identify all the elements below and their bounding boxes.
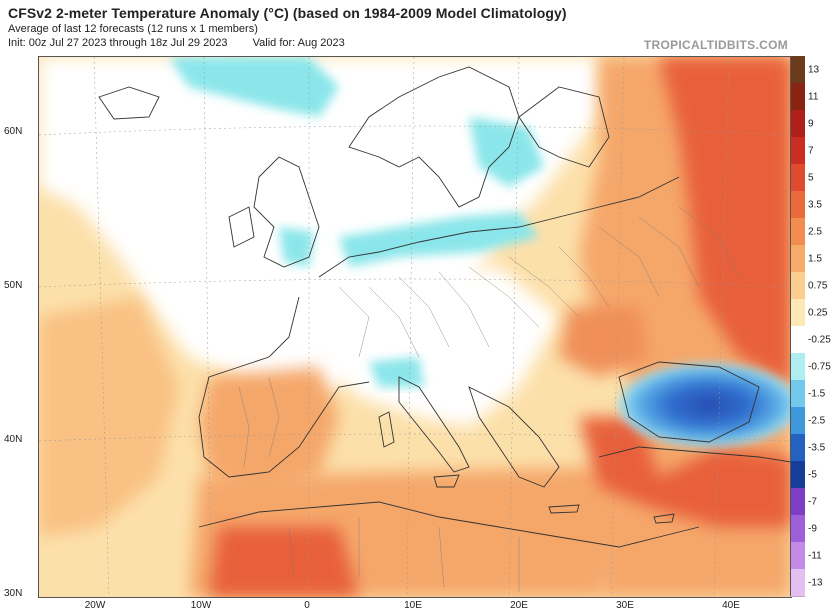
- lat-label-60n: 60N: [4, 126, 23, 137]
- colorbar-label: 2.5: [808, 226, 822, 237]
- colorbar-segment: [791, 191, 805, 219]
- colorbar-segment: [791, 56, 805, 84]
- colorbar-segment: [791, 353, 805, 381]
- cool-patch-north-atlantic: [169, 57, 339, 117]
- colorbar-segment: [791, 110, 805, 138]
- lon-label-40e: 40E: [722, 600, 740, 611]
- colorbar-label: -5: [808, 469, 817, 480]
- colorbar-label: 0.75: [808, 280, 828, 291]
- colorbar-label: -13: [808, 577, 823, 588]
- colorbar-label: -3.5: [808, 442, 826, 453]
- cool-patch-north-sea: [339, 212, 539, 267]
- cool-patch-uk: [279, 227, 314, 267]
- init-text: Init: 00z Jul 27 2023 through 18z Jul 29…: [8, 37, 228, 49]
- colorbar-label: 13: [808, 64, 820, 75]
- colorbar-label: -2.5: [808, 415, 826, 426]
- hot-russia: [659, 57, 791, 387]
- lon-label-10w: 10W: [190, 600, 212, 611]
- lat-label-50n: 50N: [4, 280, 23, 291]
- colorbar: [790, 56, 805, 597]
- header: CFSv2 2-meter Temperature Anomaly (°C) (…: [8, 4, 832, 56]
- colorbar-label: -0.25: [808, 334, 831, 345]
- colorbar-segment: [791, 326, 805, 354]
- hot-turkey: [579, 417, 791, 527]
- lon-label-10e: 10E: [404, 600, 422, 611]
- colorbar-label: 3.5: [808, 199, 822, 210]
- colorbar-label: 7: [808, 145, 814, 156]
- lon-label-20e: 20E: [510, 600, 528, 611]
- warm-atlantic-west: [39, 297, 179, 537]
- coastlines: [98, 66, 791, 548]
- map-subtitle: Average of last 12 forecasts (12 runs x …: [8, 23, 258, 35]
- colorbar-segment: [791, 515, 805, 543]
- colorbar-segment: [791, 434, 805, 462]
- neutral-central-europe: [299, 267, 559, 427]
- lat-label-30n: 30N: [4, 588, 23, 599]
- colorbar-label: -7: [808, 496, 817, 507]
- admin-borders: [238, 206, 740, 592]
- colorbar-label: -9: [808, 523, 817, 534]
- colorbar-label: 1.5: [808, 253, 822, 264]
- colorbar-segment: [791, 272, 805, 300]
- colorbar-segment: [791, 83, 805, 111]
- colorbar-label: -0.75: [808, 361, 831, 372]
- warm-romania: [559, 307, 649, 377]
- colorbar-segment: [791, 569, 805, 597]
- map-title: CFSv2 2-meter Temperature Anomaly (°C) (…: [8, 5, 567, 21]
- graticule: [39, 57, 791, 597]
- init-valid-row: Init: 00z Jul 27 2023 through 18z Jul 29…: [8, 36, 832, 50]
- colorbar-segment: [791, 488, 805, 516]
- colorbar-segment: [791, 299, 805, 327]
- credit-text: TROPICALTIDBITS.COM: [643, 38, 788, 52]
- colorbar-segment: [791, 542, 805, 570]
- colorbar-segment: [791, 164, 805, 192]
- map-svg: [39, 57, 791, 597]
- colorbar-segment: [791, 245, 805, 273]
- lon-label-0: 0: [304, 600, 310, 611]
- colorbar-label: 9: [808, 118, 814, 129]
- lon-label-20w: 20W: [84, 600, 106, 611]
- cold-anomaly-black-sea: [619, 363, 791, 447]
- colorbar-segment: [791, 461, 805, 489]
- colorbar-label: -1.5: [808, 388, 826, 399]
- valid-text: Valid for: Aug 2023: [252, 37, 345, 49]
- colorbar-label: 11: [808, 91, 819, 102]
- cool-patch-alps: [369, 357, 424, 387]
- warm-iberia: [199, 367, 339, 497]
- colorbar-label: 5: [808, 172, 814, 183]
- colorbar-segment: [791, 407, 805, 435]
- colorbar-label: 0.25: [808, 307, 828, 318]
- colorbar-label: -11: [808, 550, 822, 561]
- anomaly-map: [38, 56, 792, 598]
- lon-label-30e: 30E: [616, 600, 634, 611]
- colorbar-segment: [791, 218, 805, 246]
- colorbar-segment: [791, 380, 805, 408]
- colorbar-segment: [791, 137, 805, 165]
- lat-label-40n: 40N: [4, 434, 23, 445]
- hot-morocco: [209, 527, 359, 597]
